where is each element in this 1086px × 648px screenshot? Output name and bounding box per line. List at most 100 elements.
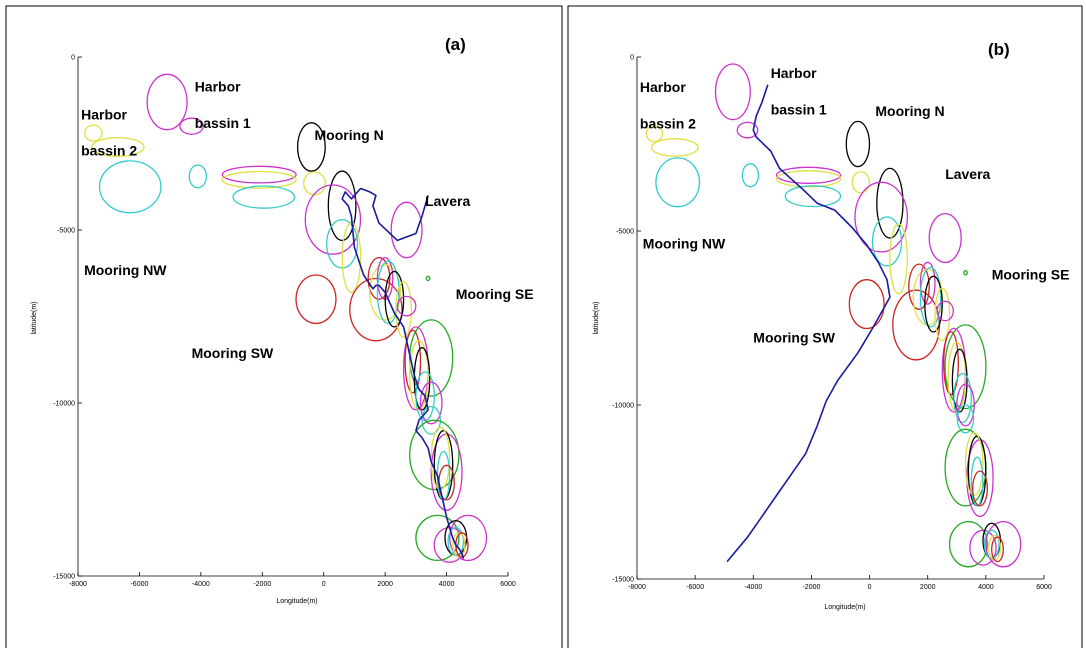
zone-ellipse (421, 405, 442, 435)
y-tick-label: -5000 (57, 228, 75, 235)
zone-ellipse (876, 167, 904, 239)
region-label: Mooring NW (643, 235, 726, 251)
zone-ellipse (221, 170, 297, 189)
panel-b: 0 -5000 -10000 -15000-8000 -6000 -4000 -2000 0 2… (567, 5, 1083, 648)
panel-b-track-group (726, 84, 891, 563)
region-label: Mooring SW (192, 345, 274, 361)
zone-ellipse (848, 279, 885, 330)
zone-ellipse (948, 520, 988, 568)
zone-ellipse (775, 166, 842, 184)
zone-ellipse (452, 532, 466, 558)
zone-ellipse (964, 432, 984, 497)
zone-ellipse (91, 137, 145, 157)
x-tick-label: 4000 (978, 584, 994, 591)
zone-ellipse (146, 73, 188, 131)
region-label: bassin 2 (640, 115, 696, 131)
region-label: Mooring SE (992, 267, 1070, 283)
x-tick-label: 6000 (1036, 584, 1052, 591)
x-tick-label: -4000 (744, 584, 762, 591)
zone-ellipse (404, 329, 422, 394)
panel-a-zones (84, 73, 488, 563)
zone-ellipse (384, 270, 405, 328)
zone-ellipse (970, 456, 984, 507)
x-tick-label: -6000 (686, 584, 704, 591)
zone-ellipse (985, 520, 1022, 568)
zone-ellipse (936, 300, 954, 322)
zone-ellipse (349, 277, 403, 342)
region-label: Mooring SE (456, 286, 534, 302)
zone-ellipse (179, 117, 204, 135)
zone-ellipse (889, 223, 908, 295)
panel-b-frame (567, 5, 1083, 648)
x-tick-label: -8000 (69, 581, 87, 588)
zone-ellipse (736, 121, 759, 139)
zone-ellipse (919, 266, 942, 328)
zone-ellipse (714, 63, 751, 121)
zone-ellipse (327, 170, 357, 242)
zone-ellipse (390, 201, 423, 259)
zone-ellipse (98, 160, 162, 214)
y-tick-label: 0 (630, 55, 634, 62)
x-tick-label: 0 (322, 581, 326, 588)
region-label: bassin 1 (195, 115, 251, 131)
y-tick-label: -10000 (612, 403, 634, 410)
zone-ellipse (221, 165, 297, 184)
x-tick-label: -4000 (192, 581, 210, 588)
zone-ellipse (851, 171, 871, 194)
x-tick-label: 4000 (439, 581, 455, 588)
zone-ellipse (854, 181, 909, 253)
zone-ellipse (295, 274, 337, 325)
region-label: Mooring NW (84, 262, 167, 278)
panel-b-zones (645, 63, 1022, 568)
zone-ellipse (396, 295, 417, 317)
region-label: Harbor (195, 79, 241, 95)
panel-a-frame (5, 5, 563, 648)
y-tick-label: -15000 (53, 574, 75, 581)
region-label: bassin 1 (771, 101, 827, 117)
y-tick-label: -10000 (53, 401, 75, 408)
x-tick-label: -2000 (253, 581, 271, 588)
zone-ellipse (425, 275, 431, 282)
panel-a-xlabel: Longitude(m) (276, 598, 317, 605)
panel-a-annotations: Harbor bassin 1 Harbor bassin 2 Mooring N Lav… (81, 79, 533, 361)
panel-a-letter: (a) (445, 35, 466, 54)
panel-a-axes: 0 -5000 -10000 -15000-8000 -6000 -4000 -2000 0 2… (53, 55, 516, 589)
x-tick-label: 6000 (500, 581, 516, 588)
zone-ellipse (845, 120, 871, 168)
zone-ellipse (645, 124, 664, 143)
panel-a-track-group (341, 187, 465, 559)
region-label: bassin 2 (81, 143, 137, 159)
zone-ellipse (304, 184, 362, 255)
region-label: Mooring N (875, 103, 944, 119)
panel-a-ylabel: latitude(m) (31, 301, 38, 334)
zone-ellipse (650, 138, 699, 157)
zone-ellipse (953, 372, 972, 424)
region-label: Lavera (425, 193, 470, 209)
zone-ellipse (934, 287, 951, 342)
panel-a: 0 -5000 -10000 -15000-8000 -6000 -4000 -2000 0 2… (5, 5, 563, 648)
zone-ellipse (409, 340, 429, 411)
y-tick-label: 0 (71, 55, 75, 62)
region-label: Mooring SW (753, 329, 835, 345)
panel-b-ylabel: latitude(m) (593, 301, 600, 334)
zone-ellipse (956, 383, 975, 427)
region-label: Harbor (640, 79, 686, 95)
zone-ellipse (991, 536, 1004, 563)
zone-ellipse (775, 170, 842, 188)
zone-ellipse (413, 347, 431, 411)
zone-ellipse (419, 381, 443, 425)
x-tick-label: -6000 (130, 581, 148, 588)
zone-ellipse (367, 256, 391, 300)
zone-ellipse (296, 122, 326, 172)
zone-ellipse (376, 260, 400, 325)
zone-ellipse (951, 348, 968, 413)
zone-ellipse (449, 514, 488, 562)
zone-ellipse (232, 185, 296, 209)
zone-ellipse (963, 270, 968, 276)
x-tick-label: -2000 (802, 584, 820, 591)
zone-ellipse (928, 212, 962, 264)
zone-ellipse (969, 529, 997, 566)
zone-ellipse (415, 514, 460, 562)
zone-ellipse (409, 419, 460, 491)
zone-ellipse (741, 163, 760, 188)
